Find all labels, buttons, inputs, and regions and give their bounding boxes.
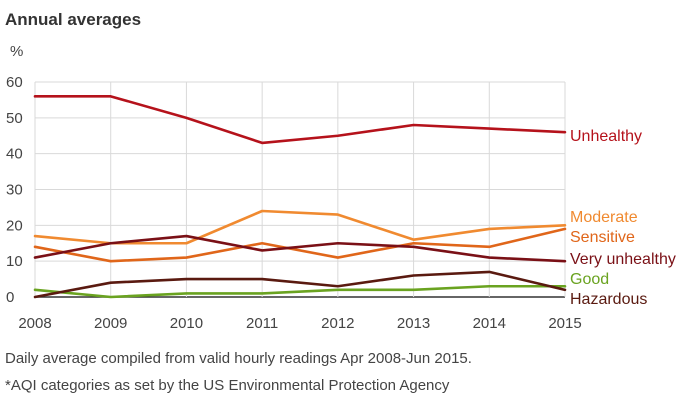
y-tick-label: 10 [6, 253, 23, 270]
series-line-moderate [33, 209, 567, 245]
y-tick-label: 50 [6, 110, 23, 127]
series-labels: Unhealthy Moderate Sensitive Very unhealthy… [570, 128, 676, 308]
x-tick-label: 2011 [246, 315, 278, 332]
x-tick-label: 2014 [473, 315, 506, 332]
y-tick-labels: 0 10 20 30 40 50 60 [6, 74, 23, 306]
y-tick-label: 30 [6, 182, 23, 199]
series-line-good [33, 284, 567, 299]
chart-title: Annual averages [5, 10, 142, 29]
series-lines [33, 95, 567, 299]
series-label-good: Good [570, 271, 609, 288]
series-label-hazardous: Hazardous [570, 291, 647, 308]
x-tick-label: 2013 [397, 315, 430, 332]
series-line-sensitive [33, 227, 567, 263]
y-tick-label: 20 [6, 217, 23, 234]
x-tick-label: 2010 [170, 315, 203, 332]
gridlines [34, 81, 566, 298]
footnote-aqi: *AQI categories as set by the US Environ… [5, 377, 450, 394]
x-tick-label: 2012 [321, 315, 354, 332]
x-tick-label: 2015 [548, 315, 581, 332]
footnote-source: Daily average compiled from valid hourly… [5, 350, 472, 367]
series-label-moderate: Moderate [570, 209, 638, 226]
x-tick-labels: 2008 2009 2010 2011 2012 2013 2014 2015 [18, 315, 581, 332]
y-tick-label: 60 [6, 74, 23, 91]
series-label-sensitive: Sensitive [570, 229, 635, 246]
y-tick-label: 0 [6, 289, 14, 306]
series-label-very-unhealthy: Very unhealthy [570, 251, 676, 268]
x-tick-label: 2009 [94, 315, 127, 332]
series-line-very-unhealthy [33, 234, 567, 263]
y-axis-label: % [10, 43, 23, 60]
series-line-hazardous [33, 270, 567, 299]
series-line-unhealthy [33, 95, 567, 145]
y-tick-label: 40 [6, 146, 23, 163]
series-label-unhealthy: Unhealthy [570, 128, 642, 145]
x-tick-label: 2008 [18, 315, 51, 332]
